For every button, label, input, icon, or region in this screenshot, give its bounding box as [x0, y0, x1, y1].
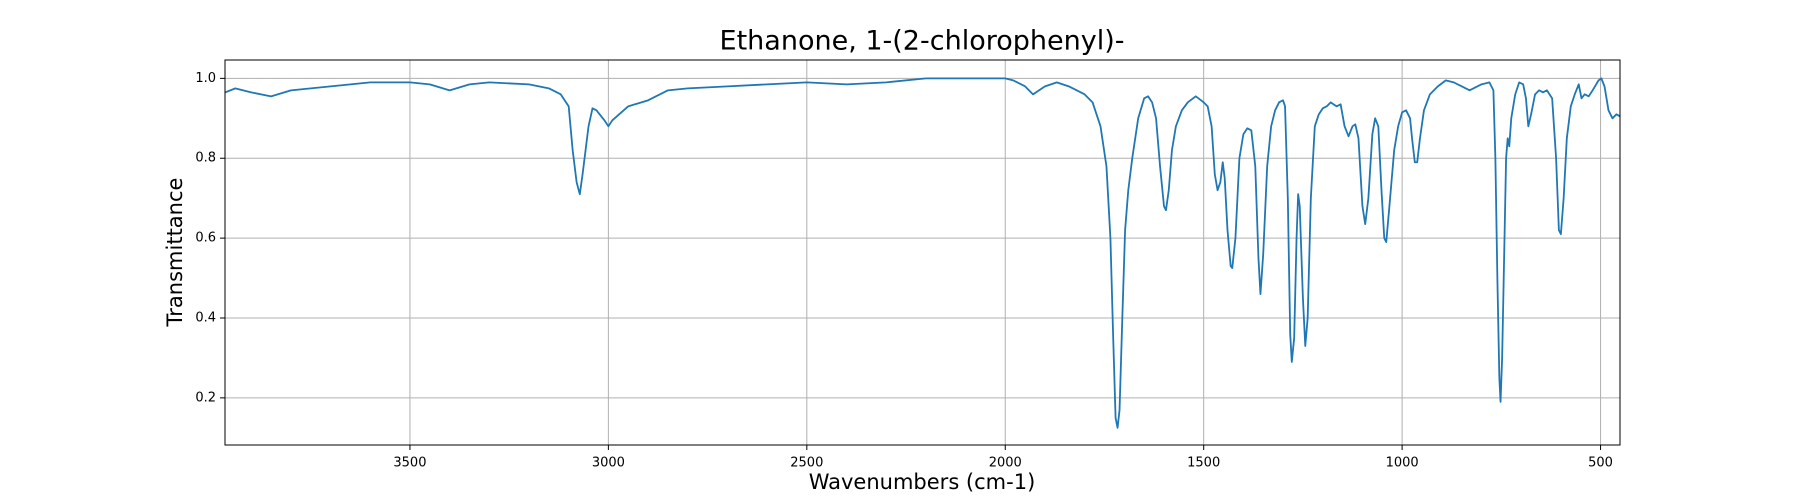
- x-tick-label: 3500: [393, 456, 426, 471]
- y-axis-label: Transmittance: [163, 178, 187, 328]
- x-tick-label: 2500: [790, 456, 823, 471]
- x-tick-label: 2000: [989, 456, 1022, 471]
- x-tick-label: 1000: [1386, 456, 1419, 471]
- plot-area: [225, 77, 1620, 429]
- y-tick-label: 0.8: [195, 151, 216, 166]
- y-tick-label: 0.4: [195, 310, 216, 325]
- chart-title: Ethanone, 1-(2-chlorophenyl)-: [720, 26, 1125, 57]
- y-tick-label: 0.6: [195, 231, 216, 246]
- y-tick-label: 0.2: [195, 390, 216, 405]
- y-tick-label: 1.0: [195, 71, 216, 86]
- x-tick-label: 500: [1588, 456, 1613, 471]
- spectrum-line: [225, 77, 1620, 429]
- x-tick-label: 1500: [1187, 456, 1220, 471]
- axes-frame: [224, 59, 1621, 446]
- grid: [225, 60, 1620, 445]
- x-axis-label: Wavenumbers (cm-1): [809, 470, 1036, 494]
- x-tick-label: 3000: [592, 456, 625, 471]
